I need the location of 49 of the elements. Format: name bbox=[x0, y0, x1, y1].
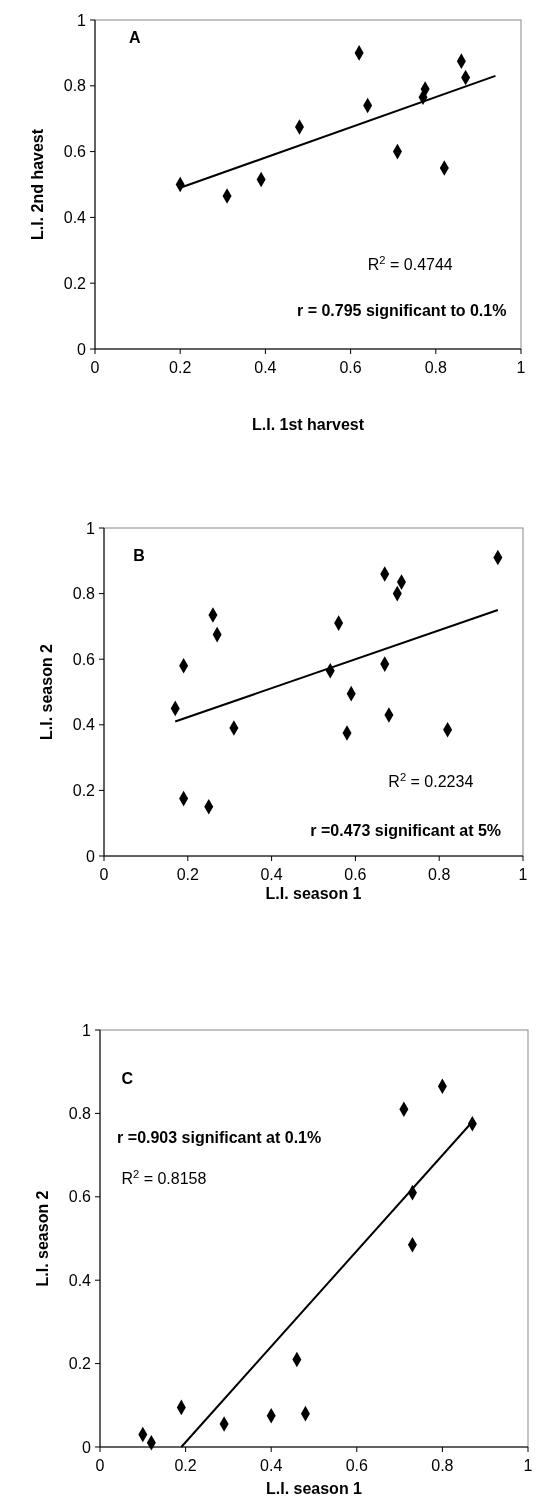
annotation: B bbox=[133, 546, 145, 564]
x-tick-label: 1 bbox=[516, 359, 526, 376]
x-axis-title: L.I. season 1 bbox=[265, 1480, 363, 1497]
x-axis-title: L.I. season 1 bbox=[265, 885, 362, 902]
annotation: r = 0.795 significant to 0.1% bbox=[297, 302, 507, 320]
y-tick-label: 0 bbox=[86, 847, 96, 865]
x-tick-label: 0.4 bbox=[254, 359, 277, 376]
x-tick-label: 1 bbox=[523, 1457, 533, 1474]
x-tick-label: 0.8 bbox=[428, 866, 451, 883]
y-tick-label: 0.2 bbox=[68, 1355, 92, 1373]
annotation: C bbox=[121, 1070, 134, 1088]
y-axis-title: L.I. 2nd havest bbox=[29, 128, 46, 241]
x-tick-label: 0.6 bbox=[339, 359, 362, 376]
annotation: R$^{2}$ = 0.8158 bbox=[121, 1168, 207, 1188]
x-tick-label: 0.4 bbox=[260, 1457, 283, 1474]
x-tick-label: 0.8 bbox=[424, 359, 448, 376]
y-tick-label: 0.4 bbox=[68, 1271, 92, 1289]
annotation: R$^{2}$ = 0.2234 bbox=[388, 771, 474, 791]
y-tick-label: 1 bbox=[82, 1021, 92, 1039]
y-tick-label: 0.6 bbox=[68, 1188, 92, 1206]
y-tick-label: 0.6 bbox=[63, 143, 87, 161]
y-tick-label: 1 bbox=[86, 519, 96, 537]
annotation: R$^{2}$ = 0.4744 bbox=[367, 254, 453, 274]
y-tick-label: 0.4 bbox=[63, 209, 87, 226]
x-tick-label: 0.2 bbox=[169, 359, 192, 376]
y-axis-title: L.I. season 2 bbox=[38, 643, 55, 741]
x-tick-label: 0.8 bbox=[431, 1457, 454, 1474]
x-tick-label: 0.6 bbox=[344, 866, 367, 883]
y-tick-label: 0.2 bbox=[72, 782, 96, 799]
y-tick-label: 1 bbox=[77, 11, 87, 29]
y-tick-label: 0.8 bbox=[72, 585, 96, 603]
y-axis-title: L.I. season 2 bbox=[34, 1190, 51, 1287]
y-tick-label: 0.2 bbox=[63, 274, 87, 292]
x-tick-label: 0.2 bbox=[176, 866, 200, 883]
x-tick-label: 0.4 bbox=[260, 866, 283, 883]
y-tick-label: 0.8 bbox=[63, 77, 87, 95]
x-tick-label: 0.6 bbox=[345, 1457, 369, 1474]
y-tick-label: 0.6 bbox=[72, 650, 96, 668]
annotation: r =0.903 significant at 0.1% bbox=[117, 1128, 322, 1146]
y-tick-label: 0.4 bbox=[72, 716, 96, 734]
y-tick-label: 0 bbox=[82, 1438, 92, 1456]
y-tick-label: 0.8 bbox=[68, 1105, 92, 1122]
x-tick-label: 0 bbox=[99, 866, 109, 883]
x-tick-label: 0.2 bbox=[174, 1457, 197, 1474]
x-tick-label: 1 bbox=[518, 866, 528, 883]
y-tick-label: 0 bbox=[77, 340, 87, 358]
x-axis-title: L.I. 1st harvest bbox=[251, 416, 365, 433]
annotation: r =0.473 significant at 5% bbox=[310, 822, 502, 840]
annotation: A bbox=[129, 29, 142, 47]
